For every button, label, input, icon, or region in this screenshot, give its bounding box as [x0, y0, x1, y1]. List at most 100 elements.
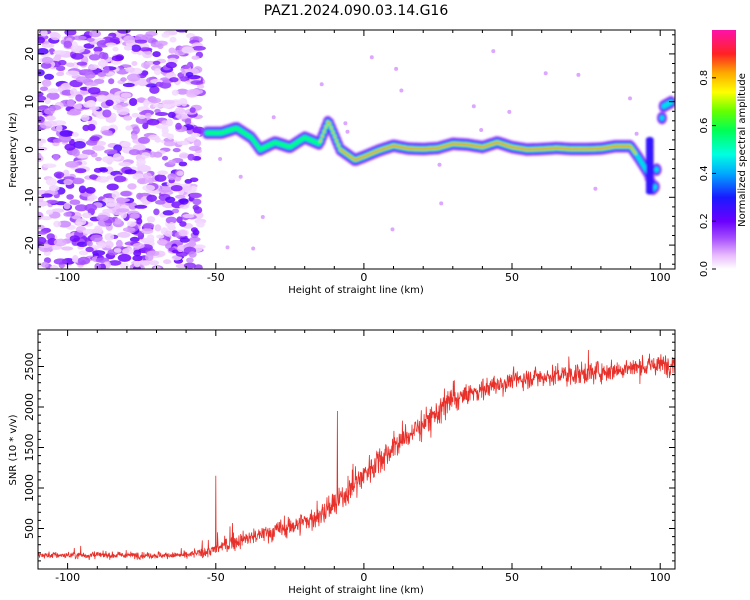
heatmap-noise-blob — [53, 50, 67, 55]
heatmap-ridge-cell — [565, 147, 567, 150]
heatmap-noise-blob — [138, 136, 150, 144]
figure-title: PAZ1.2024.090.03.14.G16 — [264, 3, 449, 19]
heatmap-noise-blob — [190, 80, 204, 85]
heatmap-ridge-cell — [273, 141, 276, 144]
heatmap-noise-blob — [50, 32, 61, 41]
heatmap-noise-blob — [70, 41, 78, 50]
heatmap-noise-blob — [120, 210, 128, 219]
heatmap-ridge-cell — [492, 142, 494, 145]
heatmap-ridge-cell — [664, 104, 667, 107]
heatmap-noise-blob — [38, 236, 47, 244]
heatmap-noise-blob — [58, 134, 72, 143]
heatmap-noise-blob — [471, 104, 476, 109]
heatmap-noise-blob — [48, 185, 60, 192]
heatmap-ridge-cell — [636, 154, 638, 157]
heatmap-ridge-cell — [506, 144, 509, 147]
snr-frame — [37, 329, 676, 570]
heatmap-ridge-cell — [597, 147, 599, 150]
heatmap-noise-blob — [136, 192, 144, 200]
heatmap-noise-blob — [95, 156, 102, 162]
heatmap-noise-blob — [156, 234, 165, 239]
heatmap-noise-blob — [167, 173, 176, 181]
heatmap-noise-blob — [369, 55, 374, 60]
heatmap-noise-blob — [102, 198, 115, 203]
heatmap-noise-blob — [142, 200, 151, 205]
heatmap-ridge-cell — [570, 147, 573, 151]
heatmap-ridge-cell — [378, 149, 381, 152]
colorbar-tick-label: 0.8 — [699, 70, 710, 86]
heatmap-ridge-cell — [422, 147, 425, 151]
heatmap-noise-blob — [53, 238, 67, 247]
heatmap-noise-blob — [132, 126, 140, 135]
heatmap-noise-blob — [126, 73, 141, 82]
heatmap-ridge-cell — [538, 148, 541, 151]
heatmap-noise-blob — [109, 36, 120, 43]
heatmap-ridge-cell — [662, 105, 665, 108]
heatmap-noise-blob — [172, 148, 181, 153]
heatmap-noise-blob — [112, 153, 122, 161]
heatmap-noise-blob — [122, 227, 136, 233]
heatmap-noise-blob — [179, 204, 190, 209]
heatmap-noise-blob — [167, 133, 174, 140]
heatmap-noise-blob — [75, 76, 90, 83]
heatmap-ridge-cell — [417, 147, 420, 150]
heatmap-noise-blob — [576, 72, 581, 77]
heatmap-noise-blob — [66, 99, 75, 107]
heatmap-ridge-cell — [275, 141, 278, 144]
heatmap-noise-blob — [149, 260, 160, 266]
heatmap-noise-blob — [123, 45, 133, 51]
heatmap-noise-blob — [399, 88, 404, 93]
heatmap-noise-blob — [76, 241, 88, 247]
heatmap-noise-blob — [113, 175, 127, 183]
heatmap-noise-blob — [38, 142, 43, 147]
heatmap-noise-blob — [44, 120, 58, 127]
heatmap-noise-blob — [89, 106, 100, 111]
heatmap-noise-blob — [146, 216, 156, 223]
heatmap-noise-blob — [142, 172, 152, 180]
heatmap-noise-blob — [69, 199, 81, 205]
heatmap-ridge-cell — [598, 147, 601, 150]
heatmap-ridge-cell — [616, 145, 619, 148]
heatmap-noise-blob — [113, 248, 122, 253]
heatmap-noise-blob — [104, 233, 115, 241]
heatmap-ridge-cell — [655, 168, 658, 171]
heatmap-noise-blob — [112, 104, 124, 111]
heatmap-ridge-cell — [458, 143, 461, 146]
heatmap-noise-blob — [66, 62, 75, 68]
heatmap-noise-blob — [165, 61, 177, 69]
heatmap-noise-blob — [439, 201, 444, 206]
heatmap-ridge-cell — [520, 147, 523, 150]
heatmap-ridge-cell — [654, 185, 656, 188]
heatmap-ridge-cell — [323, 130, 326, 133]
heatmap-noise-blob — [85, 187, 96, 194]
heatmap-noise-blob — [127, 183, 137, 190]
heatmap-noise-blob — [142, 222, 155, 229]
heatmap-ridge-cell — [316, 141, 318, 144]
snr-x-label: Height of straight line (km) — [288, 585, 424, 596]
x-tick-label: 0 — [360, 271, 367, 284]
heatmap-noise-blob — [187, 136, 197, 142]
heatmap-ridge-cell — [510, 145, 512, 148]
heatmap-ridge-cell — [563, 147, 566, 150]
heatmap-noise-blob — [41, 261, 49, 268]
heatmap-ridge-cell — [620, 145, 622, 148]
heatmap-noise-blob — [149, 97, 162, 104]
heatmap-noise-blob — [63, 212, 72, 217]
heatmap-noise-blob — [131, 61, 138, 66]
heatmap-ridge-cell — [351, 157, 354, 160]
heatmap-ridge-cell — [271, 142, 274, 145]
heatmap-ridge-cell — [232, 127, 235, 130]
heatmap-noise-blob — [46, 209, 54, 215]
heatmap-noise-blob — [40, 216, 53, 221]
heatmap-noise-blob — [104, 240, 114, 249]
heatmap-ridge-cell — [408, 147, 411, 150]
heatmap-noise-blob — [120, 92, 132, 99]
heatmap-ridge-cell — [291, 144, 294, 147]
heatmap-noise-blob — [86, 37, 95, 42]
heatmap-ridge-cell — [209, 131, 212, 134]
heatmap-ridge-cell — [401, 146, 404, 149]
heatmap-ridge-cell — [572, 147, 574, 151]
heatmap-noise-blob — [89, 30, 101, 38]
heatmap-noise-blob — [96, 176, 110, 183]
